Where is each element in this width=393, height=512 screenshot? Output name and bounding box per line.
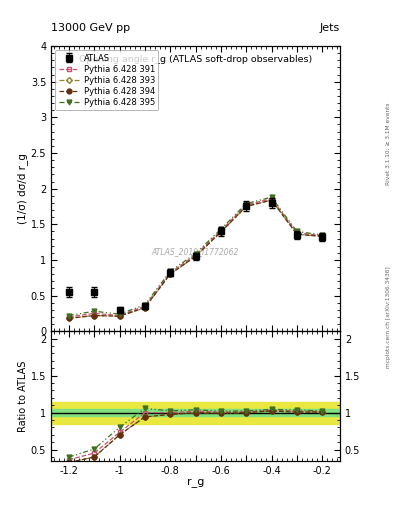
Line: Pythia 6.428 395: Pythia 6.428 395 — [66, 195, 325, 318]
Pythia 6.428 391 — [117, 312, 122, 318]
Line: Pythia 6.428 393: Pythia 6.428 393 — [67, 198, 324, 321]
Pythia 6.428 393 — [117, 313, 122, 319]
Pythia 6.428 394 — [143, 305, 147, 311]
Pythia 6.428 393 — [66, 315, 71, 322]
Pythia 6.428 394 — [193, 253, 198, 260]
Pythia 6.428 394 — [117, 313, 122, 319]
Pythia 6.428 394 — [244, 203, 248, 209]
Pythia 6.428 395 — [168, 268, 173, 274]
Pythia 6.428 391 — [193, 252, 198, 258]
Pythia 6.428 391 — [244, 202, 248, 208]
Text: Rivet 3.1.10; ≥ 3.1M events: Rivet 3.1.10; ≥ 3.1M events — [386, 102, 391, 185]
Pythia 6.428 395 — [219, 226, 223, 232]
Pythia 6.428 391 — [143, 303, 147, 309]
Bar — [51, 401, 340, 424]
Pythia 6.428 394 — [320, 233, 325, 240]
Pythia 6.428 394 — [92, 312, 97, 318]
Pythia 6.428 393 — [294, 231, 299, 238]
Pythia 6.428 395 — [244, 201, 248, 207]
Pythia 6.428 394 — [269, 197, 274, 203]
Pythia 6.428 393 — [193, 253, 198, 260]
Text: Opening angle r_g (ATLAS soft-drop observables): Opening angle r_g (ATLAS soft-drop obser… — [79, 55, 312, 63]
Pythia 6.428 393 — [269, 197, 274, 203]
Pythia 6.428 395 — [193, 250, 198, 257]
Pythia 6.428 393 — [92, 312, 97, 318]
Pythia 6.428 391 — [320, 232, 325, 239]
Pythia 6.428 393 — [320, 233, 325, 240]
Text: Jets: Jets — [320, 23, 340, 33]
Pythia 6.428 393 — [168, 271, 173, 278]
Pythia 6.428 393 — [219, 229, 223, 235]
Line: Pythia 6.428 394: Pythia 6.428 394 — [66, 198, 325, 321]
Y-axis label: (1/σ) dσ/d r_g: (1/σ) dσ/d r_g — [17, 153, 28, 224]
Pythia 6.428 391 — [219, 228, 223, 234]
Pythia 6.428 395 — [66, 312, 71, 318]
Pythia 6.428 395 — [294, 228, 299, 234]
Pythia 6.428 391 — [269, 196, 274, 202]
Pythia 6.428 394 — [168, 271, 173, 278]
Text: ATLAS_2019_I1772062: ATLAS_2019_I1772062 — [152, 247, 239, 256]
Pythia 6.428 394 — [294, 231, 299, 238]
Legend: ATLAS, Pythia 6.428 391, Pythia 6.428 393, Pythia 6.428 394, Pythia 6.428 395: ATLAS, Pythia 6.428 391, Pythia 6.428 39… — [55, 50, 158, 110]
Pythia 6.428 391 — [168, 270, 173, 276]
Pythia 6.428 393 — [143, 305, 147, 311]
Pythia 6.428 394 — [66, 315, 71, 322]
X-axis label: r_g: r_g — [187, 478, 204, 488]
Pythia 6.428 395 — [143, 302, 147, 308]
Pythia 6.428 393 — [244, 203, 248, 209]
Y-axis label: Ratio to ATLAS: Ratio to ATLAS — [18, 360, 28, 432]
Bar — [51, 409, 340, 416]
Pythia 6.428 395 — [320, 232, 325, 238]
Text: 13000 GeV pp: 13000 GeV pp — [51, 23, 130, 33]
Pythia 6.428 391 — [66, 314, 71, 320]
Pythia 6.428 391 — [294, 230, 299, 236]
Pythia 6.428 391 — [92, 310, 97, 316]
Pythia 6.428 394 — [219, 229, 223, 235]
Pythia 6.428 395 — [117, 311, 122, 317]
Pythia 6.428 395 — [92, 308, 97, 314]
Pythia 6.428 395 — [269, 194, 274, 200]
Line: Pythia 6.428 391: Pythia 6.428 391 — [66, 196, 325, 319]
Text: mcplots.cern.ch [arXiv:1306.3436]: mcplots.cern.ch [arXiv:1306.3436] — [386, 267, 391, 368]
